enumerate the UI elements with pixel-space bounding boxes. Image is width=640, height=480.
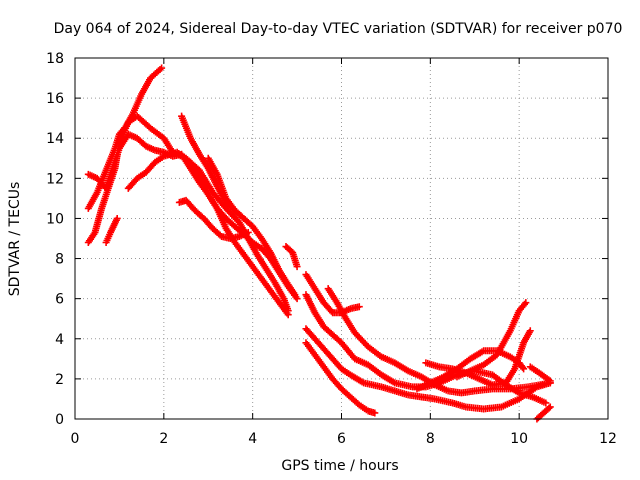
data-point-marker [545, 404, 553, 412]
data-point-marker [293, 295, 301, 303]
x-tick-label: 6 [337, 431, 346, 447]
data-point-marker [371, 409, 379, 417]
x-tick-label: 12 [599, 431, 617, 447]
series-pass-16 [422, 327, 534, 389]
y-tick-label: 0 [55, 412, 64, 428]
series-pass-6 [175, 196, 252, 242]
y-tick-label: 18 [46, 51, 64, 67]
x-tick-label: 8 [426, 431, 435, 447]
data-point-marker [546, 403, 554, 411]
x-tick-label: 0 [71, 431, 80, 447]
y-tick-label: 6 [55, 292, 64, 308]
data-point-marker [526, 327, 534, 335]
data-point-marker [293, 263, 301, 271]
data-point-marker [113, 214, 121, 222]
data-point-marker [238, 213, 246, 221]
x-tick-label: 10 [510, 431, 528, 447]
y-tick-label: 14 [46, 131, 64, 147]
series-pass-14 [324, 285, 554, 397]
y-tick-label: 10 [46, 211, 64, 227]
data-point-marker [284, 311, 292, 319]
y-tick-label: 4 [55, 332, 64, 348]
data-point-marker [355, 303, 363, 311]
axis-ticks: 0 2 4 6 8 10 12 0 2 4 6 8 10 12 14 16 18 [46, 51, 617, 447]
data-point-marker [522, 299, 530, 307]
data-point-marker [240, 214, 248, 222]
data-point-marker [518, 363, 526, 371]
y-tick-label: 8 [55, 252, 64, 268]
series-pass-9 [282, 243, 301, 271]
series-pass-15 [413, 347, 528, 393]
data-point-marker [520, 365, 528, 373]
series-pass-17 [453, 299, 530, 381]
y-tick-label: 2 [55, 372, 64, 388]
series-pass-1 [84, 64, 166, 212]
series-pass-8 [204, 154, 248, 222]
data-point-marker [158, 64, 166, 72]
series-pass-19 [533, 403, 554, 423]
data-point-marker [244, 228, 252, 236]
data-point-marker [542, 399, 550, 407]
data-point-marker [546, 377, 554, 385]
series-pass-4 [102, 214, 121, 247]
series-pass-13 [302, 339, 379, 417]
series-pass-12 [302, 325, 554, 413]
x-tick-label: 4 [248, 431, 257, 447]
x-axis-label: GPS time / hours [281, 458, 398, 474]
grid-lines [75, 58, 608, 419]
y-tick-label: 12 [46, 171, 64, 187]
series-pass-18 [526, 363, 554, 385]
y-axis-label: SDTVAR / TECUs [7, 182, 23, 297]
series-pass-7 [178, 112, 299, 299]
chart-title: Day 064 of 2024, Sidereal Day-to-day VTE… [54, 21, 623, 37]
y-tick-label: 16 [46, 91, 64, 107]
data-marks [84, 64, 554, 423]
x-tick-label: 2 [159, 431, 168, 447]
data-point-marker [291, 291, 299, 299]
